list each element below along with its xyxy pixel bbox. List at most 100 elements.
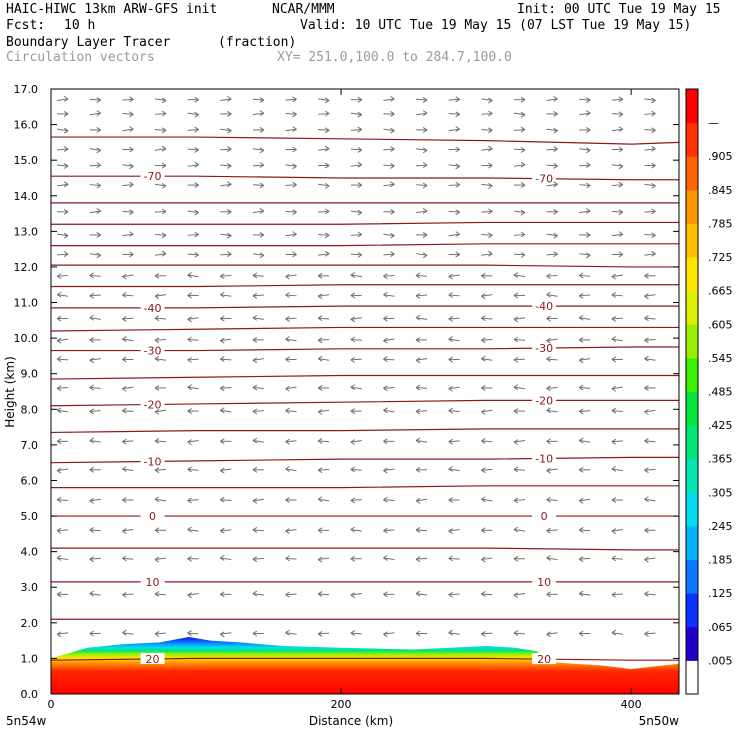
circulation-vector-head (448, 385, 453, 392)
circulation-vector (644, 317, 656, 320)
circulation-vector-head (383, 438, 388, 445)
circulation-vector-head (317, 385, 323, 391)
circulation-vector-head (56, 496, 62, 503)
colorbar-frame (685, 88, 699, 695)
circulation-vector-head (350, 526, 356, 533)
circulation-vector (546, 164, 558, 167)
circulation-vector (318, 129, 330, 131)
y-tick-label: 2.0 (21, 617, 39, 630)
circulation-vector (89, 358, 101, 361)
circulation-vector (513, 164, 526, 167)
circulation-vector-head (187, 356, 192, 363)
x-tick-label: 0 (48, 698, 55, 711)
circulation-vector (416, 410, 428, 412)
init-time: Init: 00 UTC Tue 19 May 15 (517, 2, 721, 17)
circulation-vector-head (553, 110, 558, 117)
circulation-vector (644, 498, 656, 502)
colorbar-label: .725 (708, 251, 733, 264)
contour-line (51, 456, 679, 464)
circulation-vector (546, 148, 558, 151)
circulation-vector (89, 498, 101, 502)
circulation-vector-head (513, 555, 519, 562)
circulation-vector-head (220, 315, 225, 322)
circulation-vector-head (227, 162, 232, 169)
circulation-vector (122, 184, 134, 186)
vector-layer (56, 95, 656, 638)
circulation-vector-head (285, 336, 290, 343)
circulation-vector (644, 593, 656, 596)
circulation-vector-head (89, 357, 95, 364)
circulation-vector-head (350, 439, 356, 446)
circulation-vector-head (122, 356, 127, 363)
circulation-vector (252, 498, 264, 502)
circulation-vector-head (578, 408, 584, 415)
circulation-vector (644, 632, 656, 635)
circulation-vector-head (317, 496, 323, 503)
colorbar-swatch (686, 425, 698, 460)
circulation-vector-head (252, 497, 258, 504)
circulation-vector-head (357, 209, 363, 216)
circulation-vector (122, 113, 134, 115)
circulation-vector-head (187, 384, 192, 391)
circulation-vector-head (513, 526, 519, 533)
forecast-hour: 10 h (64, 18, 96, 33)
circulation-vector-head (448, 438, 453, 445)
circulation-vector-head (187, 408, 192, 414)
circulation-vector (252, 358, 264, 361)
circulation-vector (579, 387, 591, 389)
circulation-vector (220, 253, 232, 256)
circulation-vector-head (611, 407, 617, 414)
contour-label-bg (140, 455, 165, 467)
contour-label-left: 0 (149, 510, 156, 523)
circulation-vector (644, 468, 656, 471)
circulation-vector-head (227, 146, 232, 153)
circulation-vector (318, 210, 330, 213)
contour-label-bg (140, 170, 165, 182)
circulation-vector-head (122, 438, 127, 445)
circulation-vector-head (187, 272, 192, 278)
circulation-vector-head (324, 232, 330, 239)
circulation-vector-head (187, 316, 192, 323)
circulation-vector-head (546, 527, 551, 534)
circulation-vector-head (357, 182, 363, 189)
y-tick-label: 10.0 (14, 332, 39, 345)
circulation-vector-head (89, 408, 95, 415)
circulation-vector-head (252, 384, 258, 391)
circulation-vector-head (220, 631, 225, 638)
circulation-vector-head (89, 466, 95, 473)
circulation-vector (154, 317, 167, 320)
circulation-vector (416, 294, 428, 297)
circulation-vector (89, 112, 101, 116)
circulation-vector-head (644, 337, 649, 344)
circulation-vector (285, 113, 297, 115)
circulation-vector (89, 98, 101, 101)
circulation-vector (644, 210, 656, 213)
circulation-vector-head (220, 496, 225, 503)
circulation-vector-head (194, 182, 199, 189)
contour-line (51, 428, 679, 434)
circulation-vector-head (292, 146, 297, 153)
circulation-vector-head (56, 385, 62, 392)
circulation-vector-head (122, 336, 127, 343)
circulation-vector-head (513, 408, 519, 414)
y-tick-label: 4.0 (21, 546, 39, 559)
circulation-vector-head (259, 97, 265, 103)
circulation-vector-head (89, 526, 95, 533)
circulation-vector-head (129, 209, 134, 216)
circulation-vector-head (63, 95, 69, 102)
circulation-vector-head (187, 592, 192, 599)
contour-label-bg (140, 510, 165, 522)
circulation-vector (448, 113, 460, 115)
circulation-vector (416, 164, 428, 167)
circulation-vector-head (317, 337, 323, 344)
circulation-vector (154, 498, 167, 502)
circulation-vector-head (383, 337, 388, 344)
circulation-vector (154, 440, 167, 443)
circulation-vector-head (448, 466, 453, 472)
circulation-vector (448, 468, 460, 472)
circulation-vector (318, 294, 330, 297)
circulation-vector-head (455, 251, 460, 258)
x-axis-title: Distance (km) (309, 714, 393, 728)
circulation-vector (220, 632, 232, 635)
circulation-vector-head (129, 181, 134, 188)
